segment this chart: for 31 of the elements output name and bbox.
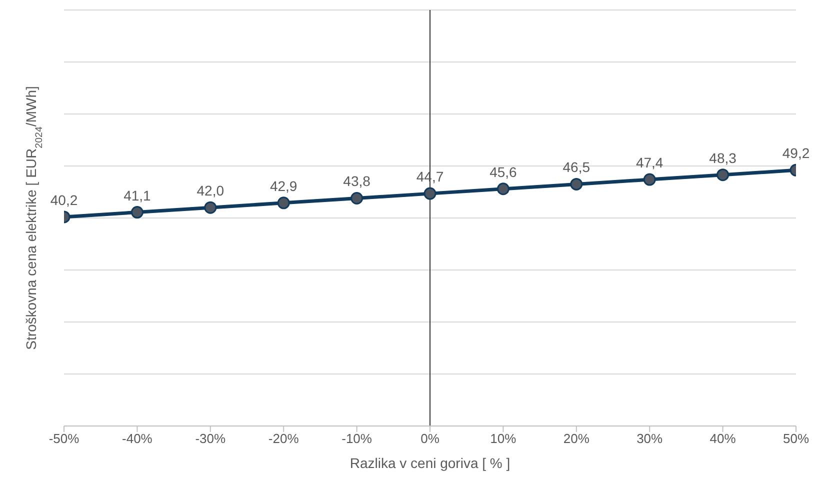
- x-tick-label: -20%: [268, 431, 300, 446]
- data-label: 47,4: [636, 154, 664, 171]
- point: [643, 173, 656, 186]
- x-tick-label: -30%: [195, 431, 226, 446]
- data-label: 49,2: [782, 145, 810, 162]
- x-axis-title: Razlika v ceni goriva [ % ]: [350, 455, 510, 471]
- x-tick-label: 20%: [563, 431, 590, 446]
- x-tick-label: 40%: [710, 431, 736, 446]
- data-label: 46,5: [562, 159, 590, 176]
- x-tick-label: 10%: [490, 431, 517, 446]
- point: [350, 192, 364, 204]
- point: [204, 201, 217, 214]
- data-label: 45,6: [490, 164, 518, 180]
- x-tick-label: -50%: [48, 431, 80, 446]
- point: [716, 168, 730, 182]
- point: [277, 196, 290, 210]
- x-tick-label: -40%: [122, 431, 153, 446]
- data-label: 42,0: [196, 182, 224, 199]
- x-tick-label: 50%: [782, 431, 810, 446]
- data-label: 48,3: [709, 150, 737, 166]
- data-label: 43,8: [343, 173, 371, 190]
- point: [130, 206, 144, 219]
- data-label: 42,9: [270, 178, 298, 194]
- data-label: 40,2: [50, 192, 78, 208]
- data-label: 41,1: [124, 187, 152, 204]
- point: [424, 187, 436, 200]
- x-tick-label: -10%: [342, 431, 372, 446]
- point: [570, 178, 583, 190]
- point: [496, 182, 510, 196]
- x-tick-label: 0%: [420, 431, 440, 446]
- x-tick-label: 30%: [636, 431, 664, 446]
